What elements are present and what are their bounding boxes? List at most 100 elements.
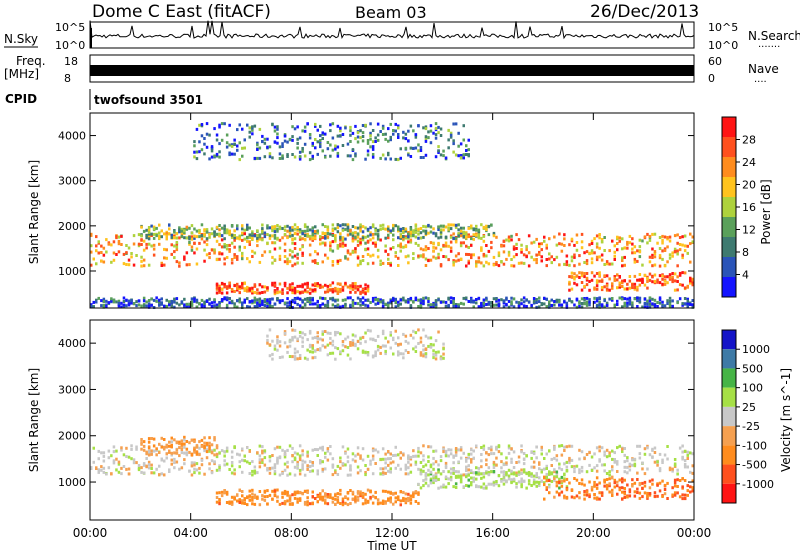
echo-cell: [500, 298, 503, 302]
echo-cell: [643, 301, 647, 305]
echo-cell: [117, 240, 121, 243]
echo-cell: [437, 131, 440, 135]
echo-cell: [147, 232, 151, 236]
echo-cell: [608, 297, 611, 301]
echo-cell: [276, 335, 279, 339]
echo-cell: [241, 499, 244, 503]
echo-cell: [555, 298, 559, 302]
echo-cell: [553, 300, 556, 303]
echo-cell: [422, 255, 425, 259]
echo-cell: [407, 232, 410, 236]
echo-band-late-low-echo: [568, 271, 694, 292]
echo-cell: [459, 226, 463, 230]
echo-cell: [588, 300, 591, 304]
echo-cell: [364, 292, 367, 296]
echo-cell: [286, 155, 289, 158]
echo-cell: [621, 259, 624, 262]
echo-cell: [407, 341, 410, 345]
echo-cell: [286, 140, 289, 144]
echo-cell: [193, 140, 196, 144]
echo-cell: [366, 139, 370, 142]
echo-cell: [236, 128, 239, 132]
echo-cell: [656, 305, 659, 308]
echo-cell: [329, 232, 332, 236]
echo-cell: [525, 472, 528, 476]
echo-cell: [97, 296, 100, 300]
echo-cell: [273, 469, 277, 473]
echo-cell: [278, 246, 282, 250]
echo-cell: [517, 305, 521, 309]
echo-cell: [334, 469, 337, 473]
echo-cell: [306, 281, 309, 285]
echo-cell: [147, 453, 151, 457]
echo-cell: [588, 463, 591, 467]
echo-cell: [417, 467, 420, 471]
echo-cell: [452, 236, 455, 240]
echo-cell: [402, 352, 405, 356]
echo-cell: [319, 242, 322, 246]
echo-cell: [683, 244, 687, 248]
echo-cell: [643, 491, 647, 495]
echo-cell: [588, 493, 591, 497]
echo-cell: [266, 145, 269, 149]
echo-cell: [470, 224, 473, 228]
echo-cell: [467, 138, 470, 142]
echo-cell: [147, 437, 151, 441]
echo-cell: [173, 229, 176, 232]
echo-cell: [296, 284, 299, 288]
nsky-trace: [89, 20, 695, 48]
echo-cell: [256, 148, 259, 151]
echo-cell: [568, 456, 571, 460]
echo-cell: [339, 456, 342, 460]
echo-cell: [465, 484, 468, 487]
echo-cell: [326, 343, 330, 347]
echo-cell: [356, 491, 360, 495]
echo-cell: [241, 301, 244, 305]
echo-cell: [480, 476, 483, 480]
echo-cell: [371, 236, 375, 240]
echo-cell: [145, 450, 148, 454]
echo-cell: [286, 297, 289, 301]
echo-cell: [487, 224, 491, 228]
echo-cell: [611, 492, 614, 495]
echo-cell: [336, 145, 340, 149]
echo-cell: [402, 136, 405, 140]
echo-cell: [560, 479, 564, 483]
echo-cell: [532, 300, 536, 303]
echo-cell: [384, 352, 387, 356]
echo-cell: [142, 264, 146, 268]
echo-cell: [339, 502, 342, 505]
echo-cell: [296, 146, 299, 150]
echo-cell: [316, 348, 319, 352]
echo-cell: [205, 237, 209, 241]
echo-cell: [437, 149, 440, 153]
echo-cell: [236, 282, 239, 286]
echo-cell: [646, 491, 649, 495]
echo-cell: [339, 287, 342, 291]
echo-cell: [361, 349, 365, 353]
echo-cell: [311, 463, 314, 467]
echo-cell: [341, 304, 345, 308]
echo-cell: [208, 462, 211, 466]
echo-cell: [444, 449, 448, 453]
echo-cell: [434, 475, 438, 479]
echo-cell: [117, 462, 121, 466]
echo-cell: [321, 460, 324, 464]
echo-cell: [283, 242, 287, 246]
nsearch-label: N.Search: [748, 29, 800, 43]
echo-cell: [178, 440, 181, 444]
echo-cell: [283, 341, 287, 345]
echo-cell: [281, 288, 284, 292]
echo-cell: [429, 445, 433, 449]
echo-cell: [319, 348, 322, 352]
echo-cell: [147, 237, 151, 241]
echo-cell: [477, 228, 481, 232]
echo-cell: [404, 501, 408, 505]
echo-cell: [105, 304, 108, 308]
echo-cell: [168, 449, 171, 453]
echo-cell: [163, 447, 166, 451]
echo-cell: [419, 247, 423, 251]
echo-cell: [271, 241, 274, 245]
echo-cell: [293, 237, 297, 241]
echo-cell: [459, 456, 463, 460]
